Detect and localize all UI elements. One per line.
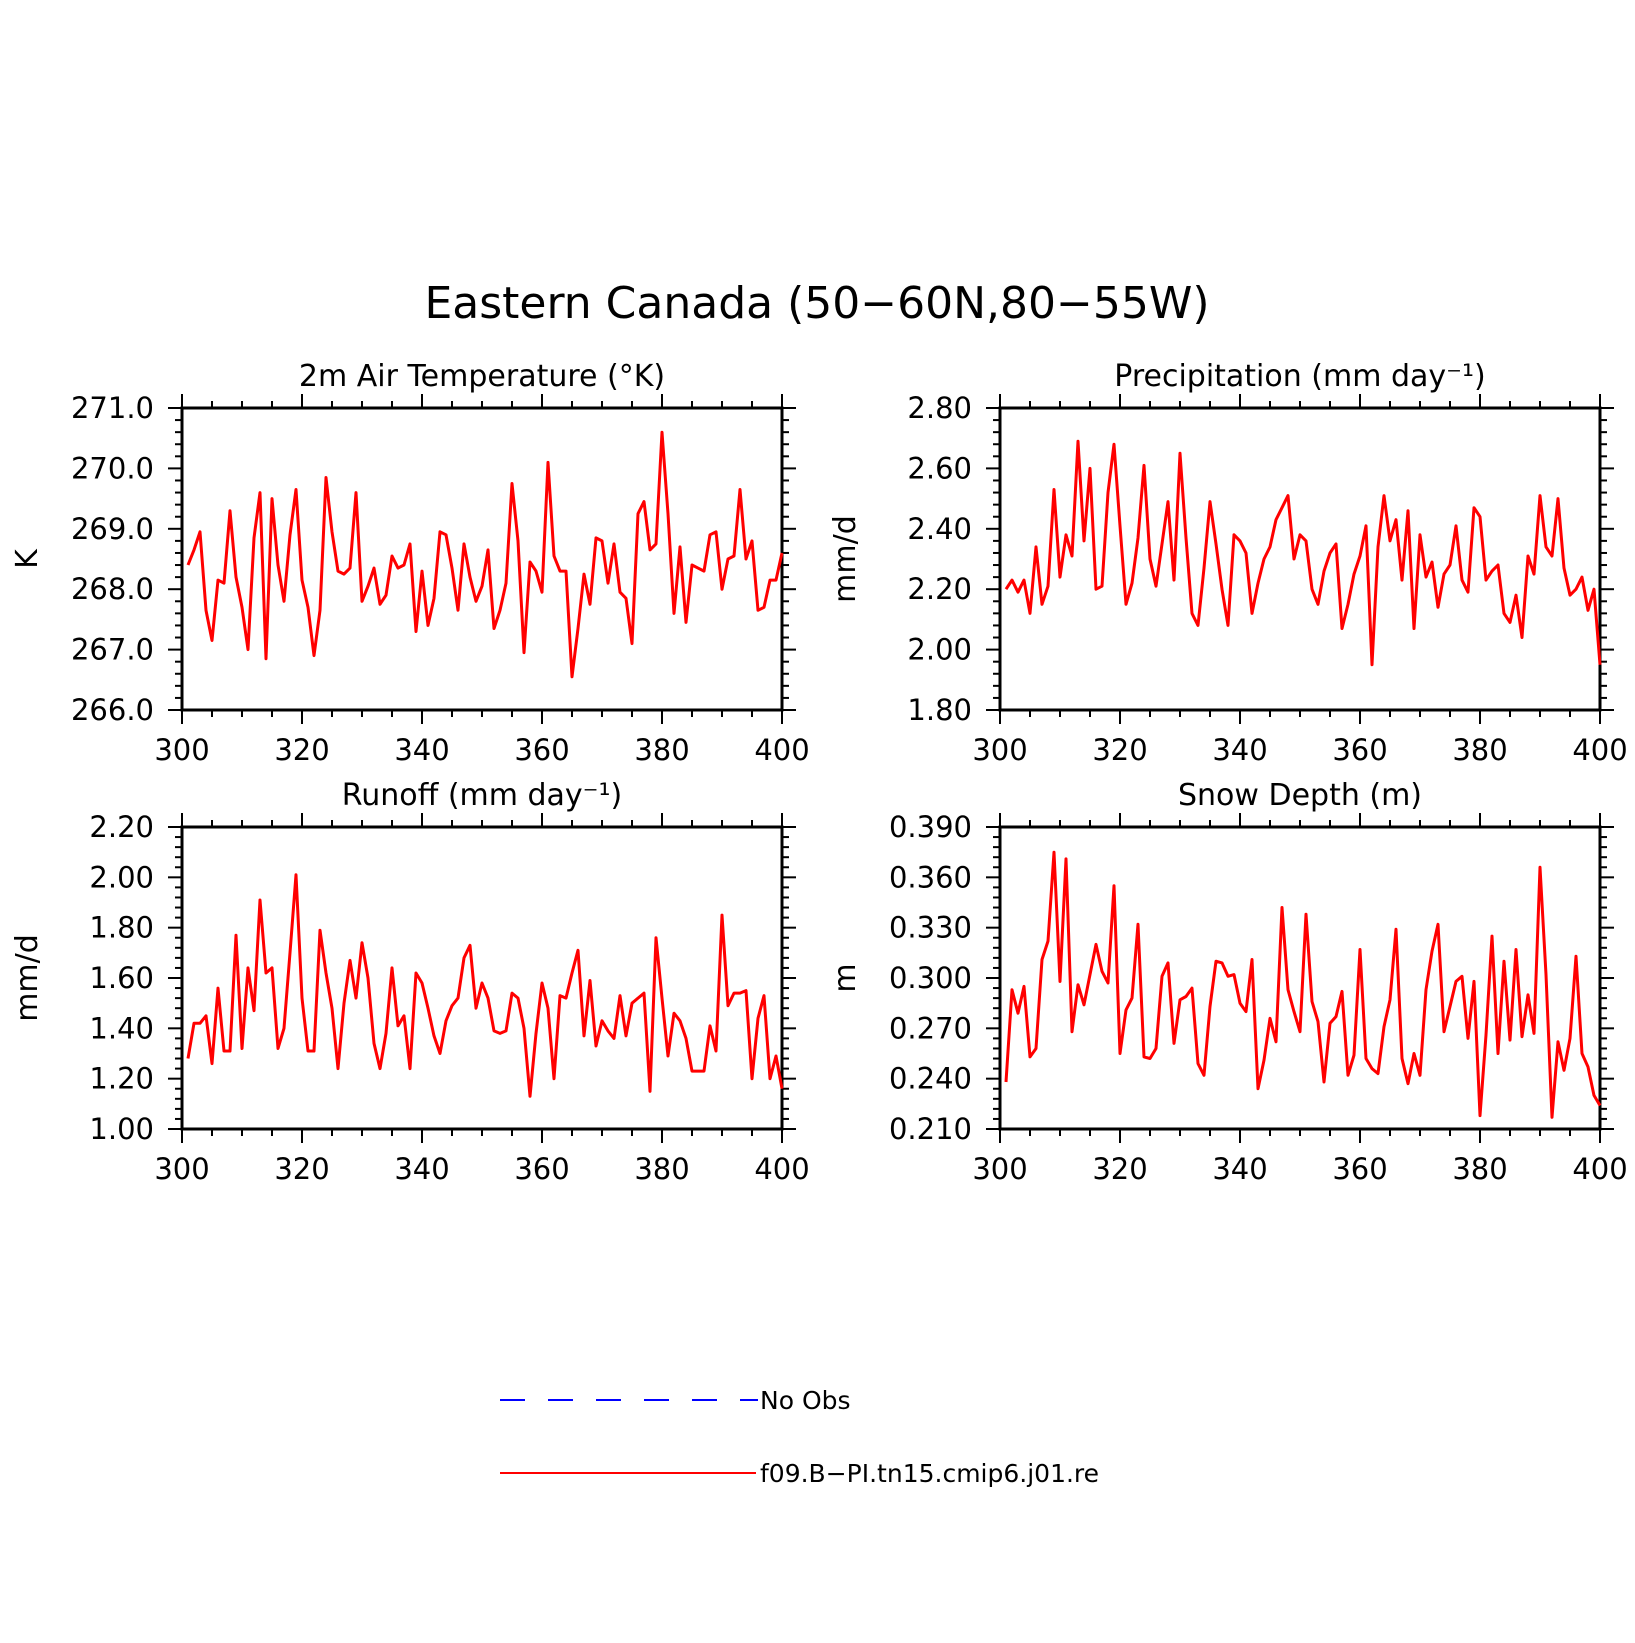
y-tick-label: 269.0 bbox=[71, 512, 154, 546]
y-tick-label: 0.360 bbox=[889, 860, 972, 894]
x-tick-label: 340 bbox=[1212, 733, 1267, 767]
legend-label-no-obs: No Obs bbox=[760, 1386, 851, 1415]
y-tick-label: 2.20 bbox=[907, 572, 972, 606]
y-tick-label: 0.390 bbox=[889, 810, 972, 844]
y-tick-label: 268.0 bbox=[71, 572, 154, 606]
x-tick-label: 340 bbox=[394, 733, 449, 767]
y-axis-label: K bbox=[10, 548, 45, 569]
y-tick-label: 0.270 bbox=[889, 1011, 972, 1045]
panel-4: 300 320 340 360 380 400 0.210 0.240 0.270 0.300 0.… bbox=[828, 778, 1628, 1186]
panel-title: Precipitation (mm day⁻¹) bbox=[1114, 359, 1485, 394]
y-tick-label: 1.80 bbox=[907, 693, 972, 727]
y-axis-label: mm/d bbox=[828, 515, 863, 603]
legend: No Obs f09.B−PI.tn15.cmip6.j01.re bbox=[500, 1386, 1099, 1488]
x-tick-label: 360 bbox=[514, 733, 569, 767]
y-tick-label: 0.210 bbox=[889, 1112, 972, 1146]
y-tick-label: 271.0 bbox=[71, 391, 154, 425]
series-line bbox=[186, 873, 784, 1098]
panel-3: 300 320 340 360 380 400 1.00 1.20 1.40 1.60 1.80 2.… bbox=[10, 778, 810, 1186]
legend-label-model: f09.B−PI.tn15.cmip6.j01.re bbox=[760, 1459, 1099, 1488]
x-tick-label: 400 bbox=[754, 1152, 809, 1186]
figure-title: Eastern Canada (50−60N,80−55W) bbox=[424, 278, 1209, 329]
x-tick-label: 320 bbox=[274, 1152, 329, 1186]
x-tick-label: 380 bbox=[1452, 1152, 1507, 1186]
y-tick-label: 2.60 bbox=[907, 451, 972, 485]
y-tick-label: 0.300 bbox=[889, 961, 972, 995]
x-tick-label: 300 bbox=[154, 1152, 209, 1186]
x-tick-label: 360 bbox=[514, 1152, 569, 1186]
y-tick-label: 1.60 bbox=[89, 961, 154, 995]
x-tick-label: 300 bbox=[972, 1152, 1027, 1186]
x-tick-label: 380 bbox=[634, 1152, 689, 1186]
y-tick-label: 1.00 bbox=[89, 1112, 154, 1146]
y-tick-label: 2.20 bbox=[89, 810, 154, 844]
x-tick-label: 340 bbox=[394, 1152, 449, 1186]
series-line bbox=[186, 430, 784, 679]
panel-title: Runoff (mm day⁻¹) bbox=[342, 778, 623, 813]
y-tick-label: 1.80 bbox=[89, 911, 154, 945]
y-tick-label: 0.240 bbox=[889, 1062, 972, 1096]
x-tick-label: 320 bbox=[1092, 733, 1147, 767]
x-tick-label: 360 bbox=[1332, 733, 1387, 767]
x-tick-label: 300 bbox=[972, 733, 1027, 767]
y-tick-label: 2.80 bbox=[907, 391, 972, 425]
y-tick-label: 270.0 bbox=[71, 451, 154, 485]
x-tick-label: 320 bbox=[1092, 1152, 1147, 1186]
x-tick-label: 340 bbox=[1212, 1152, 1267, 1186]
y-tick-label: 2.40 bbox=[907, 512, 972, 546]
plot-frame bbox=[180, 406, 784, 712]
y-tick-label: 1.20 bbox=[89, 1062, 154, 1096]
y-tick-label: 1.40 bbox=[89, 1011, 154, 1045]
x-tick-label: 320 bbox=[274, 733, 329, 767]
panels: 300 320 340 360 380 400 266.0 267.0 268.0 269.0 27… bbox=[10, 359, 1628, 1186]
x-tick-label: 400 bbox=[1572, 733, 1627, 767]
x-tick-label: 400 bbox=[754, 733, 809, 767]
x-tick-label: 380 bbox=[634, 733, 689, 767]
y-tick-label: 2.00 bbox=[907, 633, 972, 667]
y-axis-label: m bbox=[828, 963, 863, 992]
panel-1: 300 320 340 360 380 400 266.0 267.0 268.0 269.0 27… bbox=[10, 359, 810, 767]
x-tick-label: 400 bbox=[1572, 1152, 1627, 1186]
x-tick-label: 380 bbox=[1452, 733, 1507, 767]
y-tick-label: 2.00 bbox=[89, 860, 154, 894]
panel-2: 300 320 340 360 380 400 1.80 2.00 2.20 2.40 2.60 2.… bbox=[828, 359, 1628, 767]
x-tick-label: 300 bbox=[154, 733, 209, 767]
series-line bbox=[1004, 439, 1602, 667]
y-tick-label: 267.0 bbox=[71, 633, 154, 667]
panel-title: 2m Air Temperature (°K) bbox=[299, 359, 665, 394]
y-axis-label: mm/d bbox=[10, 934, 45, 1022]
y-tick-label: 0.330 bbox=[889, 911, 972, 945]
panel-title: Snow Depth (m) bbox=[1178, 778, 1422, 813]
series-line bbox=[1004, 850, 1602, 1119]
y-tick-label: 266.0 bbox=[71, 693, 154, 727]
x-tick-label: 360 bbox=[1332, 1152, 1387, 1186]
plot-frame bbox=[998, 406, 1602, 712]
